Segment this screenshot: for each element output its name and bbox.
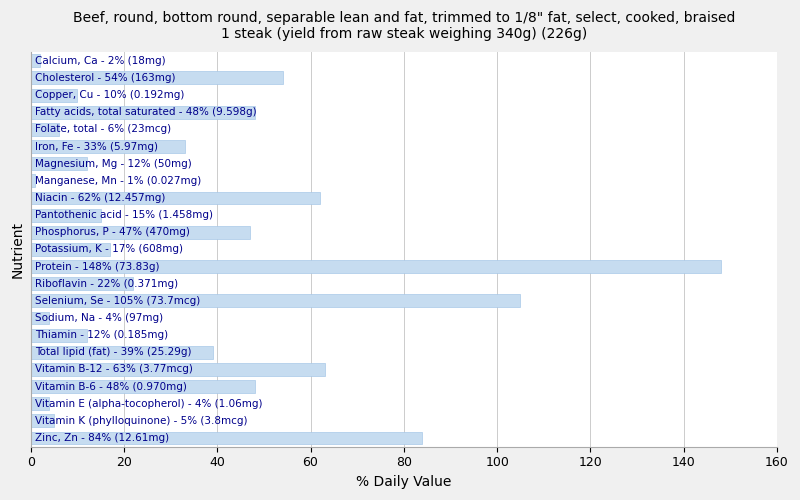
Bar [30, 414, 54, 428]
Text: Sodium, Na - 4% (97mg): Sodium, Na - 4% (97mg) [35, 313, 163, 323]
Bar [30, 192, 320, 204]
Text: Folate, total - 6% (23mcg): Folate, total - 6% (23mcg) [35, 124, 171, 134]
Bar [30, 123, 58, 136]
Text: Potassium, K - 17% (608mg): Potassium, K - 17% (608mg) [35, 244, 183, 254]
Bar [30, 432, 422, 444]
Text: Selenium, Se - 105% (73.7mcg): Selenium, Se - 105% (73.7mcg) [35, 296, 201, 306]
Bar [30, 312, 50, 324]
Text: Pantothenic acid - 15% (1.458mg): Pantothenic acid - 15% (1.458mg) [35, 210, 214, 220]
Text: Total lipid (fat) - 39% (25.29g): Total lipid (fat) - 39% (25.29g) [35, 348, 192, 358]
Bar [30, 157, 86, 170]
Bar [30, 140, 185, 153]
Text: Riboflavin - 22% (0.371mg): Riboflavin - 22% (0.371mg) [35, 278, 178, 288]
Bar [30, 294, 521, 308]
Bar [30, 346, 213, 358]
Bar [30, 174, 35, 187]
Bar [30, 363, 325, 376]
Text: Fatty acids, total saturated - 48% (9.598g): Fatty acids, total saturated - 48% (9.59… [35, 107, 257, 117]
Text: Calcium, Ca - 2% (18mg): Calcium, Ca - 2% (18mg) [35, 56, 166, 66]
Bar [30, 278, 134, 290]
Bar [30, 54, 40, 67]
Text: Vitamin B-12 - 63% (3.77mcg): Vitamin B-12 - 63% (3.77mcg) [35, 364, 194, 374]
Text: Vitamin K (phylloquinone) - 5% (3.8mcg): Vitamin K (phylloquinone) - 5% (3.8mcg) [35, 416, 248, 426]
Bar [30, 380, 254, 393]
Title: Beef, round, bottom round, separable lean and fat, trimmed to 1/8" fat, select, : Beef, round, bottom round, separable lea… [73, 11, 735, 42]
Bar [30, 328, 86, 342]
Text: Manganese, Mn - 1% (0.027mg): Manganese, Mn - 1% (0.027mg) [35, 176, 202, 186]
Text: Zinc, Zn - 84% (12.61mg): Zinc, Zn - 84% (12.61mg) [35, 433, 170, 443]
Bar [30, 260, 721, 273]
Text: Copper, Cu - 10% (0.192mg): Copper, Cu - 10% (0.192mg) [35, 90, 185, 100]
Text: Protein - 148% (73.83g): Protein - 148% (73.83g) [35, 262, 160, 272]
Bar [30, 398, 50, 410]
Bar [30, 72, 282, 85]
Bar [30, 208, 101, 222]
Text: Cholesterol - 54% (163mg): Cholesterol - 54% (163mg) [35, 73, 176, 83]
Bar [30, 226, 250, 238]
Text: Vitamin E (alpha-tocopherol) - 4% (1.06mg): Vitamin E (alpha-tocopherol) - 4% (1.06m… [35, 398, 263, 408]
Y-axis label: Nutrient: Nutrient [11, 221, 25, 278]
Text: Niacin - 62% (12.457mg): Niacin - 62% (12.457mg) [35, 193, 166, 203]
Text: Phosphorus, P - 47% (470mg): Phosphorus, P - 47% (470mg) [35, 228, 190, 237]
Text: Vitamin B-6 - 48% (0.970mg): Vitamin B-6 - 48% (0.970mg) [35, 382, 187, 392]
Bar [30, 88, 78, 102]
Bar [30, 106, 254, 118]
Text: Thiamin - 12% (0.185mg): Thiamin - 12% (0.185mg) [35, 330, 169, 340]
X-axis label: % Daily Value: % Daily Value [356, 475, 451, 489]
Text: Magnesium, Mg - 12% (50mg): Magnesium, Mg - 12% (50mg) [35, 158, 192, 168]
Text: Iron, Fe - 33% (5.97mg): Iron, Fe - 33% (5.97mg) [35, 142, 158, 152]
Bar [30, 243, 110, 256]
